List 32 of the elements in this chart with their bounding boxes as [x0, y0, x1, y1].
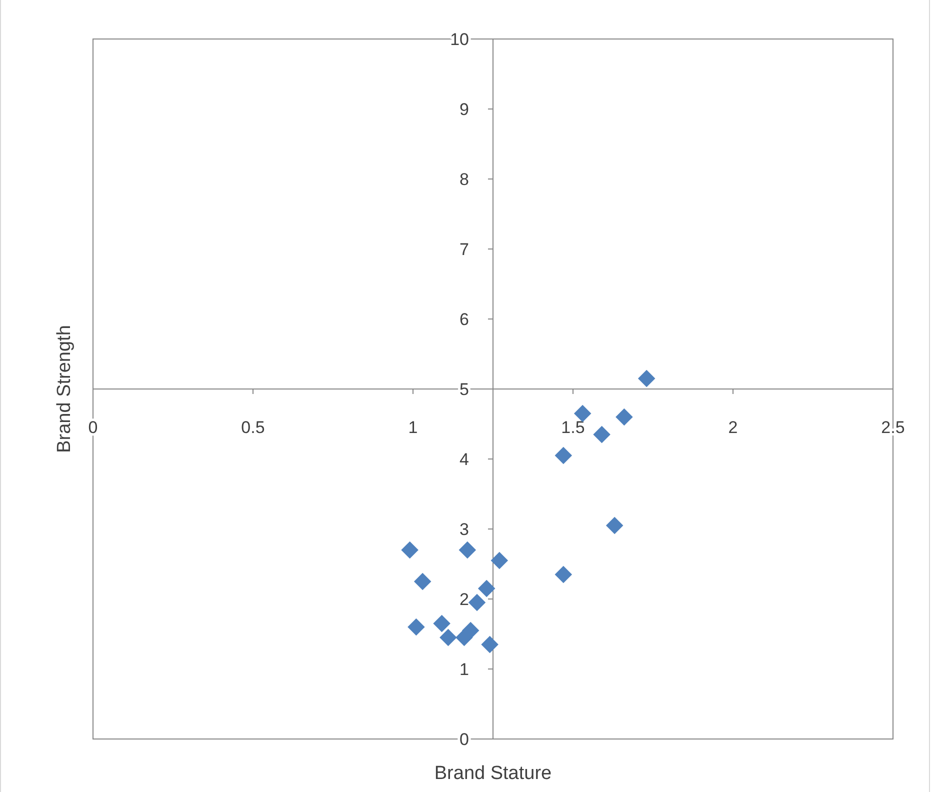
point — [462, 622, 480, 640]
point — [468, 594, 486, 612]
x-tick-label: 1 — [408, 418, 418, 437]
y-tick-label: 1 — [460, 660, 469, 679]
x-tick-label: 0.5 — [241, 418, 265, 437]
point — [401, 541, 418, 559]
y-tick-label: 3 — [460, 520, 469, 539]
point — [490, 552, 508, 570]
point — [414, 572, 432, 590]
point — [433, 614, 450, 632]
point — [481, 636, 498, 654]
point — [616, 408, 633, 426]
point — [440, 628, 457, 646]
point — [574, 404, 592, 422]
x-tick-label: 1.5 — [561, 418, 585, 437]
x-tick-label: 2 — [728, 418, 738, 437]
point — [606, 516, 624, 534]
y-tick-label: 9 — [460, 100, 469, 119]
y-tick-label: 7 — [460, 240, 469, 259]
x-axis-title: Brand Stature — [434, 763, 552, 784]
point — [554, 446, 572, 464]
y-tick-label: 2 — [460, 590, 469, 609]
y-tick-label: 6 — [460, 310, 469, 329]
point — [478, 580, 496, 598]
point — [458, 541, 476, 559]
y-tick-label: 8 — [460, 170, 469, 189]
point — [638, 370, 656, 388]
point — [593, 426, 610, 444]
point — [408, 618, 425, 636]
y-axis-title: Brand Strength — [54, 325, 75, 453]
y-tick-label: 4 — [460, 450, 469, 469]
point — [554, 566, 572, 584]
